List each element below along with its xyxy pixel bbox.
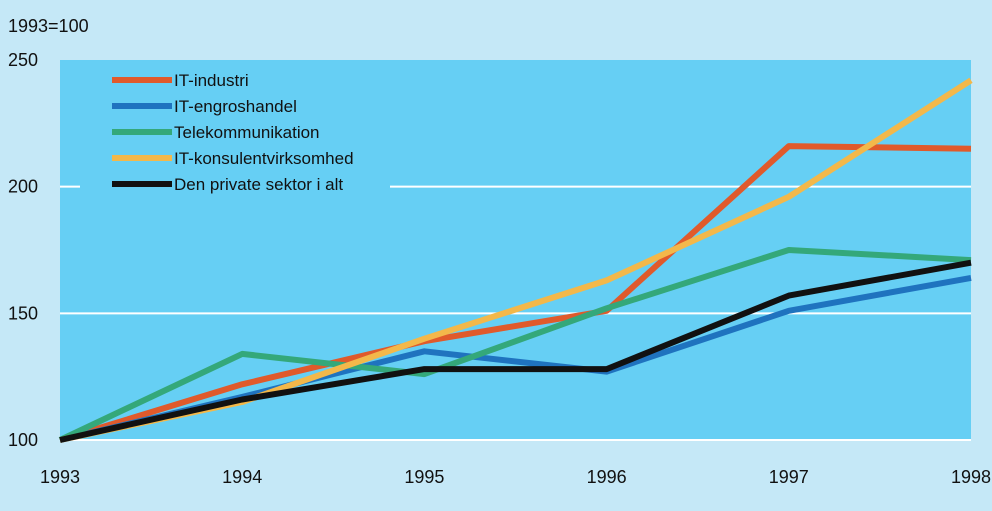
legend-background (80, 62, 390, 218)
chart-title: 1993=100 (8, 16, 89, 36)
x-tick-label: 1996 (587, 467, 627, 487)
x-tick-label: 1994 (222, 467, 262, 487)
legend-label-telekommunikation: Telekommunikation (174, 123, 320, 142)
legend-label-it-engroshandel: IT-engroshandel (174, 97, 297, 116)
x-tick-label: 1997 (769, 467, 809, 487)
y-tick-label: 100 (8, 430, 38, 450)
y-axis-ticks: 100 150 200 250 (8, 50, 38, 450)
series-line-telekommunikation (58, 247, 972, 443)
y-tick-label: 250 (8, 50, 38, 70)
y-tick-label: 200 (8, 177, 38, 197)
series-line-it-industri (59, 143, 972, 443)
legend-label-it-industri: IT-industri (174, 71, 249, 90)
y-tick-label: 150 (8, 303, 38, 323)
x-tick-label: 1993 (40, 467, 80, 487)
x-tick-label: 1995 (404, 467, 444, 487)
legend-label-it-konsulentvirksomhed: IT-konsulentvirksomhed (174, 149, 354, 168)
legend: IT-industri IT-engroshandel Telekommunikat… (112, 71, 354, 194)
series-line-den-private-sektor-i-alt (59, 259, 972, 443)
x-tick-label: 1998 (951, 467, 991, 487)
series-lines (58, 77, 973, 443)
x-axis-ticks: 1993 1994 1995 1996 1997 1998 (40, 467, 991, 487)
legend-label-den-private-sektor-i-alt: Den private sektor i alt (174, 175, 343, 194)
